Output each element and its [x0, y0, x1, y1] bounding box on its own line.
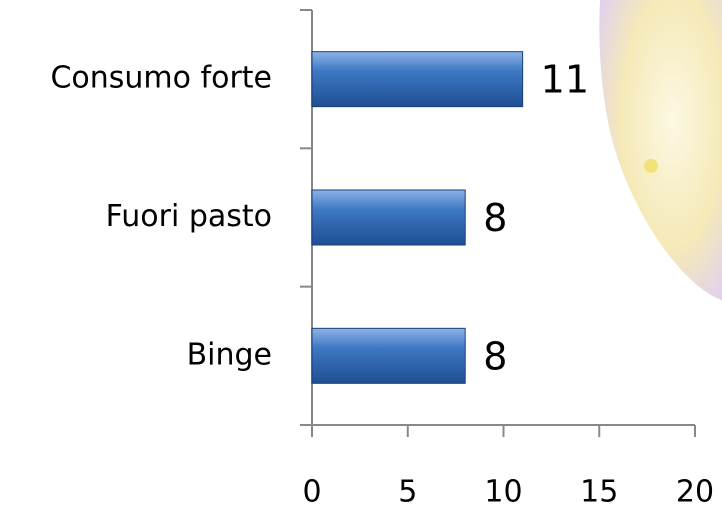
data-label: 8	[483, 196, 507, 240]
background-decoration	[599, 0, 722, 300]
data-label: 8	[483, 334, 507, 378]
x-tick-label: 5	[398, 475, 417, 509]
bar	[311, 189, 466, 246]
x-tick-label: 20	[676, 475, 714, 509]
background-decoration	[644, 159, 658, 173]
x-tick-label: 10	[484, 475, 522, 509]
category-label: Fuori pasto	[106, 199, 272, 234]
x-tick-label: 0	[302, 475, 321, 509]
bar	[311, 327, 466, 384]
plot-area: 0 5 10 15 20 Consumo forte 11 Fuori pasto 8 Binge…	[50, 9, 714, 509]
bar	[311, 51, 524, 108]
category-label: Binge	[187, 337, 272, 372]
category-label: Consumo forte	[50, 61, 272, 96]
data-label: 11	[541, 58, 589, 102]
x-tick-label: 15	[580, 475, 618, 509]
